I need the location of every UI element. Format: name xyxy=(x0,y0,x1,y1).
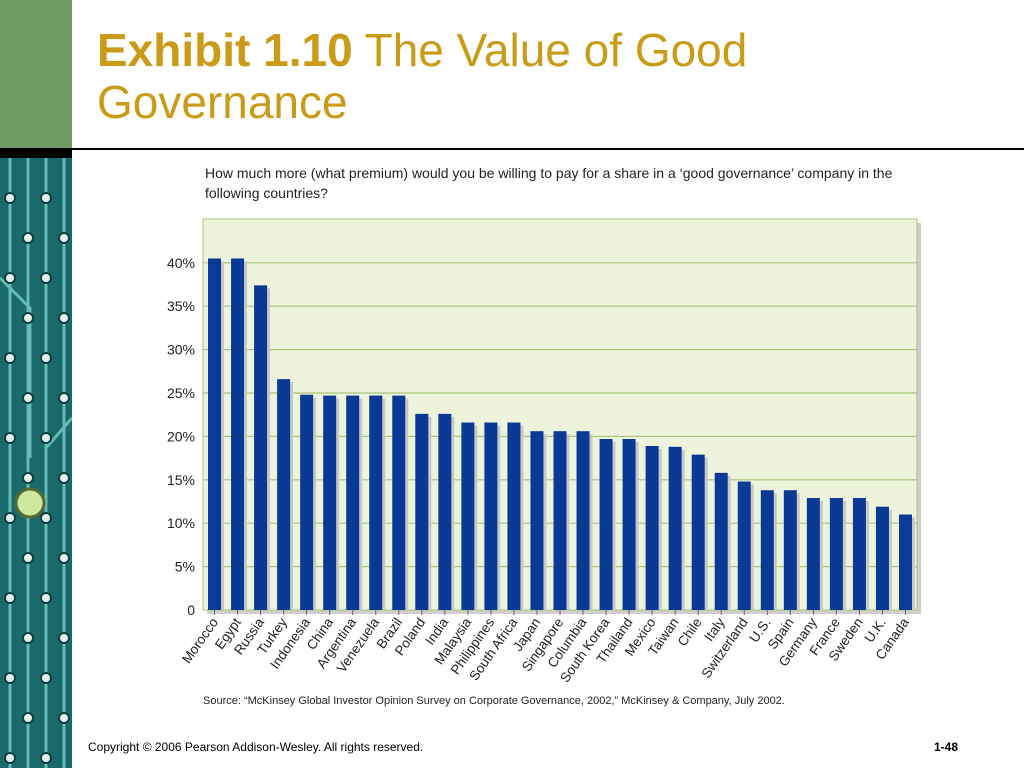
bar xyxy=(507,422,521,610)
bar xyxy=(369,395,383,610)
bar xyxy=(829,498,843,610)
y-tick-label: 10% xyxy=(167,515,195,531)
bar xyxy=(553,431,567,610)
slide-sidebar xyxy=(0,0,72,768)
bar xyxy=(852,498,866,610)
bar xyxy=(231,258,245,610)
chart-title: How much more (what premium) would you b… xyxy=(205,165,893,201)
bar xyxy=(806,498,820,610)
bar xyxy=(622,439,636,610)
x-tick-label: Chile xyxy=(675,615,705,649)
bar xyxy=(530,431,544,610)
copyright-footer: Copyright © 2006 Pearson Addison-Wesley.… xyxy=(88,740,424,754)
bar xyxy=(392,395,406,610)
bar xyxy=(599,439,613,610)
header-divider xyxy=(72,148,1024,150)
y-tick-label: 30% xyxy=(167,342,195,358)
page-number: 1-48 xyxy=(934,740,959,754)
bar xyxy=(254,285,268,610)
y-tick-label: 20% xyxy=(167,428,195,444)
bar xyxy=(208,258,222,610)
bar xyxy=(714,472,728,610)
bar xyxy=(346,395,360,610)
bar xyxy=(438,413,452,610)
bar xyxy=(415,413,429,610)
slide-title-exhibit: Exhibit 1.10 xyxy=(97,24,353,76)
y-tick-label: 35% xyxy=(167,298,195,314)
bar-chart: 05%10%15%20%25%30%35%40% MoroccoEgyptRus… xyxy=(167,218,921,685)
bar xyxy=(300,394,314,610)
y-tick-label: 40% xyxy=(167,255,195,271)
y-tick-label: 15% xyxy=(167,472,195,488)
sidebar-black-bar xyxy=(0,148,72,158)
bar xyxy=(875,506,889,610)
bar xyxy=(898,514,912,610)
y-tick-label: 25% xyxy=(167,385,195,401)
slide-title: Exhibit 1.10 The Value of Good Governanc… xyxy=(97,24,997,128)
circuit-board-decoration xyxy=(0,158,72,768)
bar xyxy=(461,422,475,610)
y-tick-label: 0 xyxy=(187,602,195,618)
bar xyxy=(645,445,659,610)
chart-source: Source: “McKinsey Global Investor Opinio… xyxy=(203,695,785,707)
bar xyxy=(576,431,590,610)
bar xyxy=(783,490,797,610)
bar xyxy=(277,379,291,610)
slide-title-text: The Value of Good Governance xyxy=(97,24,748,128)
bar xyxy=(668,446,682,610)
sidebar-green-block xyxy=(0,0,72,148)
bar xyxy=(760,490,774,610)
bar xyxy=(323,395,337,610)
bar xyxy=(484,422,498,610)
bar xyxy=(737,481,751,610)
y-tick-label: 5% xyxy=(175,559,195,575)
bar xyxy=(691,454,705,610)
